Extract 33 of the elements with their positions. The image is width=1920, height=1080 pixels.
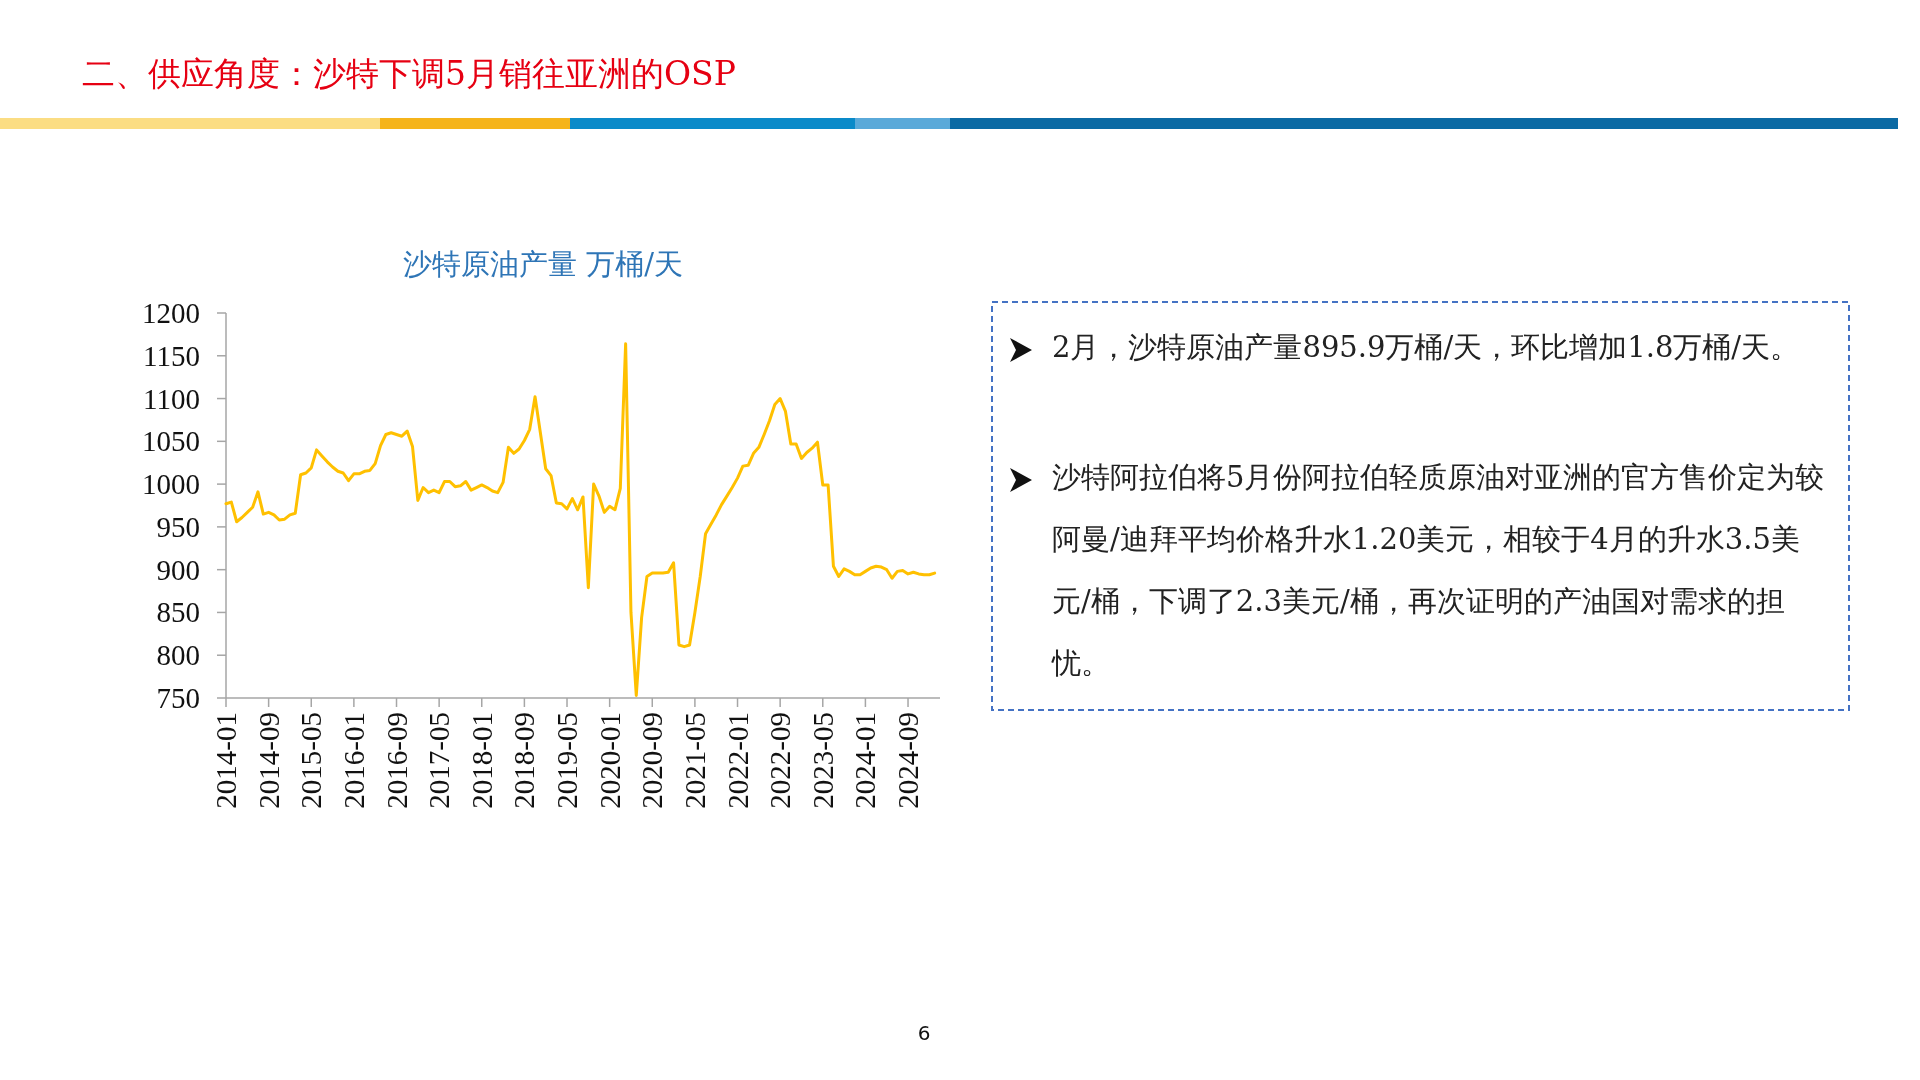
x-tick-label: 2017-05 [423, 712, 456, 809]
y-tick-label: 800 [156, 639, 200, 672]
y-tick-label: 1050 [142, 425, 200, 458]
text: 2月，沙特原油产量895.9万桶/天，环比增加1.8万桶/天。 [1052, 329, 1801, 366]
x-tick-label: 2016-09 [380, 712, 413, 809]
y-tick-label: 1100 [143, 382, 200, 415]
y-tick-label: 1200 [142, 297, 200, 329]
line-series [224, 342, 937, 697]
y-tick-label: 750 [156, 682, 200, 714]
x-tick-label: 2024-09 [892, 712, 925, 809]
x-tick-label: 2023-05 [806, 712, 839, 809]
text: 沙特阿拉伯将5月份阿拉伯轻质原油对亚洲的官方售价定为较阿曼/迪拜平均价格升水1.20美元，相较于4月的升水3.5美元/桶，下调了2.3美元/桶，再次证明的产油国对需求的担忧。 [1052, 459, 1826, 682]
x-tick-label: 2014-01 [210, 712, 242, 809]
x-tick-label: 2024-01 [849, 712, 882, 809]
x-tick-label: 2019-05 [551, 712, 584, 809]
x-tick-label: 2018-01 [465, 712, 498, 809]
x-tick-label: 2022-09 [764, 712, 797, 809]
x-tick-label: 2018-09 [508, 712, 541, 809]
y-tick-label: 1000 [142, 468, 200, 501]
y-tick-label: 950 [156, 510, 200, 543]
x-tick-label: 2014-09 [252, 712, 285, 809]
y-tick-label: 850 [156, 596, 200, 629]
y-tick-label: 1150 [143, 339, 200, 372]
x-tick-label: 2016-01 [337, 712, 370, 809]
chart-title: 二、供应角度：沙特下调5月销往亚洲的OSP [82, 54, 736, 93]
x-tick-label: 2022-01 [721, 712, 754, 809]
x-tick-label: 2020-09 [636, 712, 669, 809]
x-tick-label: 2021-05 [678, 712, 711, 809]
x-tick-label: 2015-05 [295, 712, 328, 809]
y-tick-label: 900 [156, 553, 200, 586]
chart-subtitle: 沙特原油产量 万桶/天 [403, 247, 683, 281]
x-tick-label: 2020-01 [593, 712, 626, 809]
text: 6 [917, 1021, 931, 1045]
